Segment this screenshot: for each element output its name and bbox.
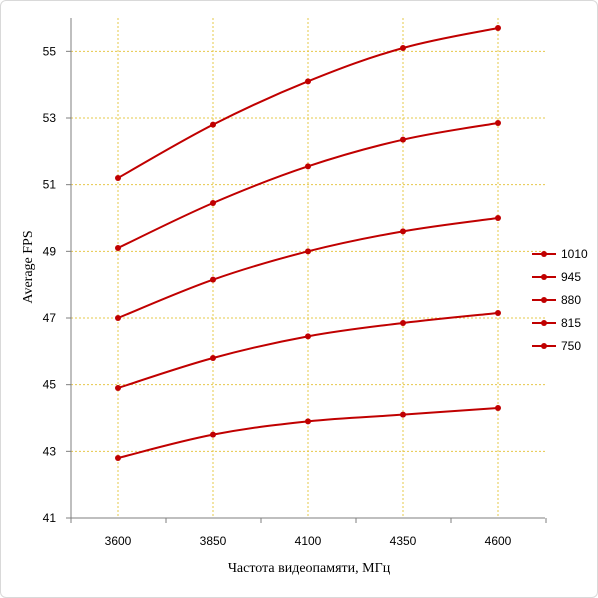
series-lines <box>115 25 501 461</box>
legend: 1010 945 880 815 750 <box>532 247 588 353</box>
legend-item-880: 880 <box>532 293 581 307</box>
data-point <box>115 175 121 181</box>
y-tick-labels: 41 43 45 47 49 51 53 55 <box>43 44 57 525</box>
y-tick-label: 55 <box>43 44 57 58</box>
data-point <box>210 431 216 438</box>
legend-marker <box>541 297 547 303</box>
x-tick-label: 4100 <box>295 534 322 548</box>
legend-item-750: 750 <box>532 339 581 353</box>
grid <box>71 18 545 518</box>
series-945 <box>115 120 501 251</box>
x-axis-label: Частота видеопамяти, МГц <box>228 561 391 576</box>
y-tick-label: 53 <box>43 111 57 125</box>
data-point <box>305 248 311 255</box>
data-point <box>210 355 216 361</box>
data-point <box>305 163 311 170</box>
y-tick-label: 51 <box>43 178 57 192</box>
data-point <box>400 45 406 51</box>
legend-marker <box>541 320 547 326</box>
data-point <box>400 411 406 418</box>
data-point <box>115 455 121 461</box>
legend-label: 815 <box>561 316 581 330</box>
data-point <box>210 200 216 206</box>
y-tick-label: 41 <box>43 511 57 525</box>
x-tick-labels: 3600 3850 4100 4350 4600 <box>105 534 512 548</box>
data-point <box>305 78 311 85</box>
y-tick-label: 45 <box>43 378 57 392</box>
y-tick-label: 43 <box>43 444 57 458</box>
legend-label: 880 <box>561 293 581 307</box>
series-880 <box>115 215 501 321</box>
data-point <box>495 120 501 126</box>
axes <box>66 18 547 523</box>
data-point <box>400 228 406 235</box>
legend-marker <box>541 343 547 349</box>
series-line <box>117 122 499 249</box>
series-815 <box>115 310 501 391</box>
legend-item-1010: 1010 <box>532 247 588 261</box>
legend-label: 1010 <box>561 247 588 261</box>
legend-item-945: 945 <box>532 270 581 284</box>
x-tick-label: 4350 <box>390 534 417 548</box>
data-point <box>400 136 406 143</box>
data-point <box>210 276 216 283</box>
x-tick-label: 3850 <box>200 534 227 548</box>
y-tick-label: 47 <box>43 311 57 325</box>
data-point <box>115 315 121 321</box>
data-point <box>305 418 311 425</box>
series-750 <box>115 405 501 461</box>
legend-item-815: 815 <box>532 316 581 330</box>
legend-label: 750 <box>561 339 581 353</box>
legend-label: 945 <box>561 270 581 284</box>
data-point <box>495 215 501 221</box>
data-point <box>115 245 121 251</box>
data-point <box>495 405 501 411</box>
data-point <box>305 333 311 340</box>
x-tick-label: 3600 <box>105 534 132 548</box>
data-point <box>495 25 501 31</box>
x-tick-label: 4600 <box>485 534 512 548</box>
legend-marker <box>541 251 547 257</box>
series-1010 <box>115 25 501 181</box>
data-point <box>495 310 501 316</box>
y-axis-label: Average FPS <box>21 230 36 303</box>
y-tick-label: 49 <box>43 244 57 258</box>
data-point <box>400 320 406 326</box>
legend-marker <box>541 274 547 280</box>
data-point <box>115 385 121 391</box>
data-point <box>210 121 216 128</box>
